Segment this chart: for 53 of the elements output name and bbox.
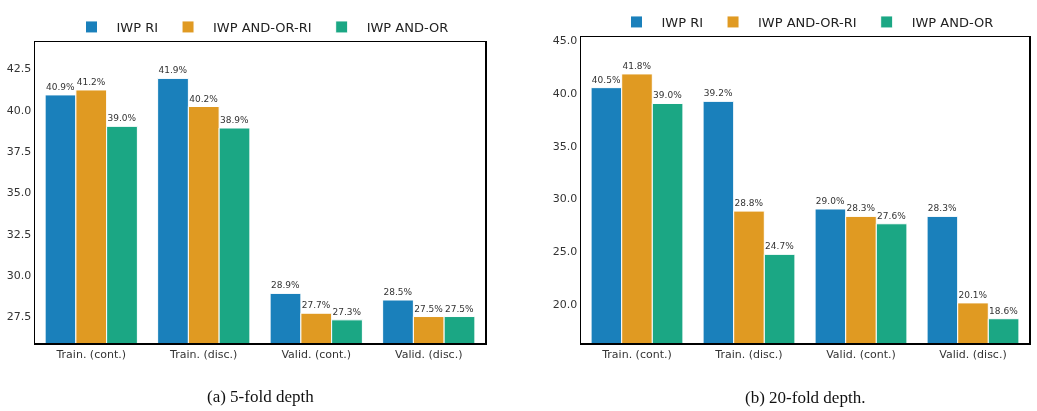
data-label: 18.6%	[989, 305, 1019, 316]
data-label: 38.9%	[219, 115, 250, 125]
x-tick-label: Valid. (cont.)	[281, 347, 352, 361]
data-label: 28.9%	[270, 280, 301, 291]
data-label: 28.5%	[383, 287, 413, 297]
data-label: 27.6%	[877, 210, 907, 221]
data-label: 40.5%	[591, 74, 621, 85]
legend-label: IWP AND-OR-RI	[213, 20, 312, 36]
y-tick-label: 35.0	[552, 139, 578, 153]
x-tick-label: Valid. (disc.)	[939, 347, 1007, 361]
data-label: 40.9%	[45, 81, 76, 92]
data-label: 39.2%	[703, 88, 733, 99]
data-label: 27.3%	[332, 306, 362, 317]
data-label: 41.9%	[158, 65, 188, 76]
x-tick-label: Valid. (cont.)	[826, 347, 896, 361]
text: (b) 20-fold depth.	[745, 388, 866, 407]
data-label: 29.0%	[815, 195, 845, 206]
data-label: 28.3%	[927, 203, 957, 214]
y-tick-label: 45.0	[552, 34, 578, 48]
data-label: 41.2%	[76, 76, 106, 87]
x-tick-label: Train. (cont.)	[601, 347, 672, 361]
text: (a) 5-fold depth	[207, 387, 315, 406]
legend-label: IWP AND-OR	[366, 20, 449, 36]
y-tick-label: 30.0	[6, 269, 32, 283]
x-tick-label: Valid. (disc.)	[395, 347, 463, 361]
y-tick-label: 35.0	[6, 186, 32, 200]
legend-label: IWP AND-OR-RI	[758, 15, 857, 31]
y-tick-label: 40.0	[552, 86, 578, 100]
data-label: 41.8%	[622, 60, 652, 71]
data-label: 28.3%	[846, 203, 876, 214]
data-label: 39.0%	[107, 113, 137, 124]
legend-label: IWP RI	[661, 15, 704, 31]
data-label: 27.7%	[301, 300, 331, 311]
y-tick-label: 25.0	[552, 245, 578, 259]
data-label: 28.8%	[734, 198, 764, 209]
x-tick-label: Train. (disc.)	[169, 347, 238, 361]
data-label: 20.1%	[958, 289, 988, 300]
data-label: 27.5%	[444, 303, 475, 314]
data-label: 24.7%	[765, 241, 795, 252]
x-tick-label: Train. (disc.)	[714, 347, 783, 361]
data-label: 39.0%	[653, 90, 683, 101]
y-tick-label: 42.5	[6, 62, 32, 76]
y-tick-label: 27.5	[6, 310, 32, 324]
y-tick-label: 37.5	[6, 145, 32, 158]
legend-label: IWP AND-OR	[911, 15, 994, 31]
y-tick-label: 32.5	[6, 227, 32, 241]
y-tick-label: 20.0	[552, 297, 578, 311]
x-tick-label: Train. (cont.)	[55, 347, 127, 361]
y-tick-label: 40.0	[6, 103, 32, 117]
data-label: 27.5%	[414, 303, 444, 314]
data-label: 40.2%	[189, 93, 219, 104]
legend-label: IWP RI	[116, 20, 159, 36]
y-tick-label: 30.0	[552, 192, 578, 206]
